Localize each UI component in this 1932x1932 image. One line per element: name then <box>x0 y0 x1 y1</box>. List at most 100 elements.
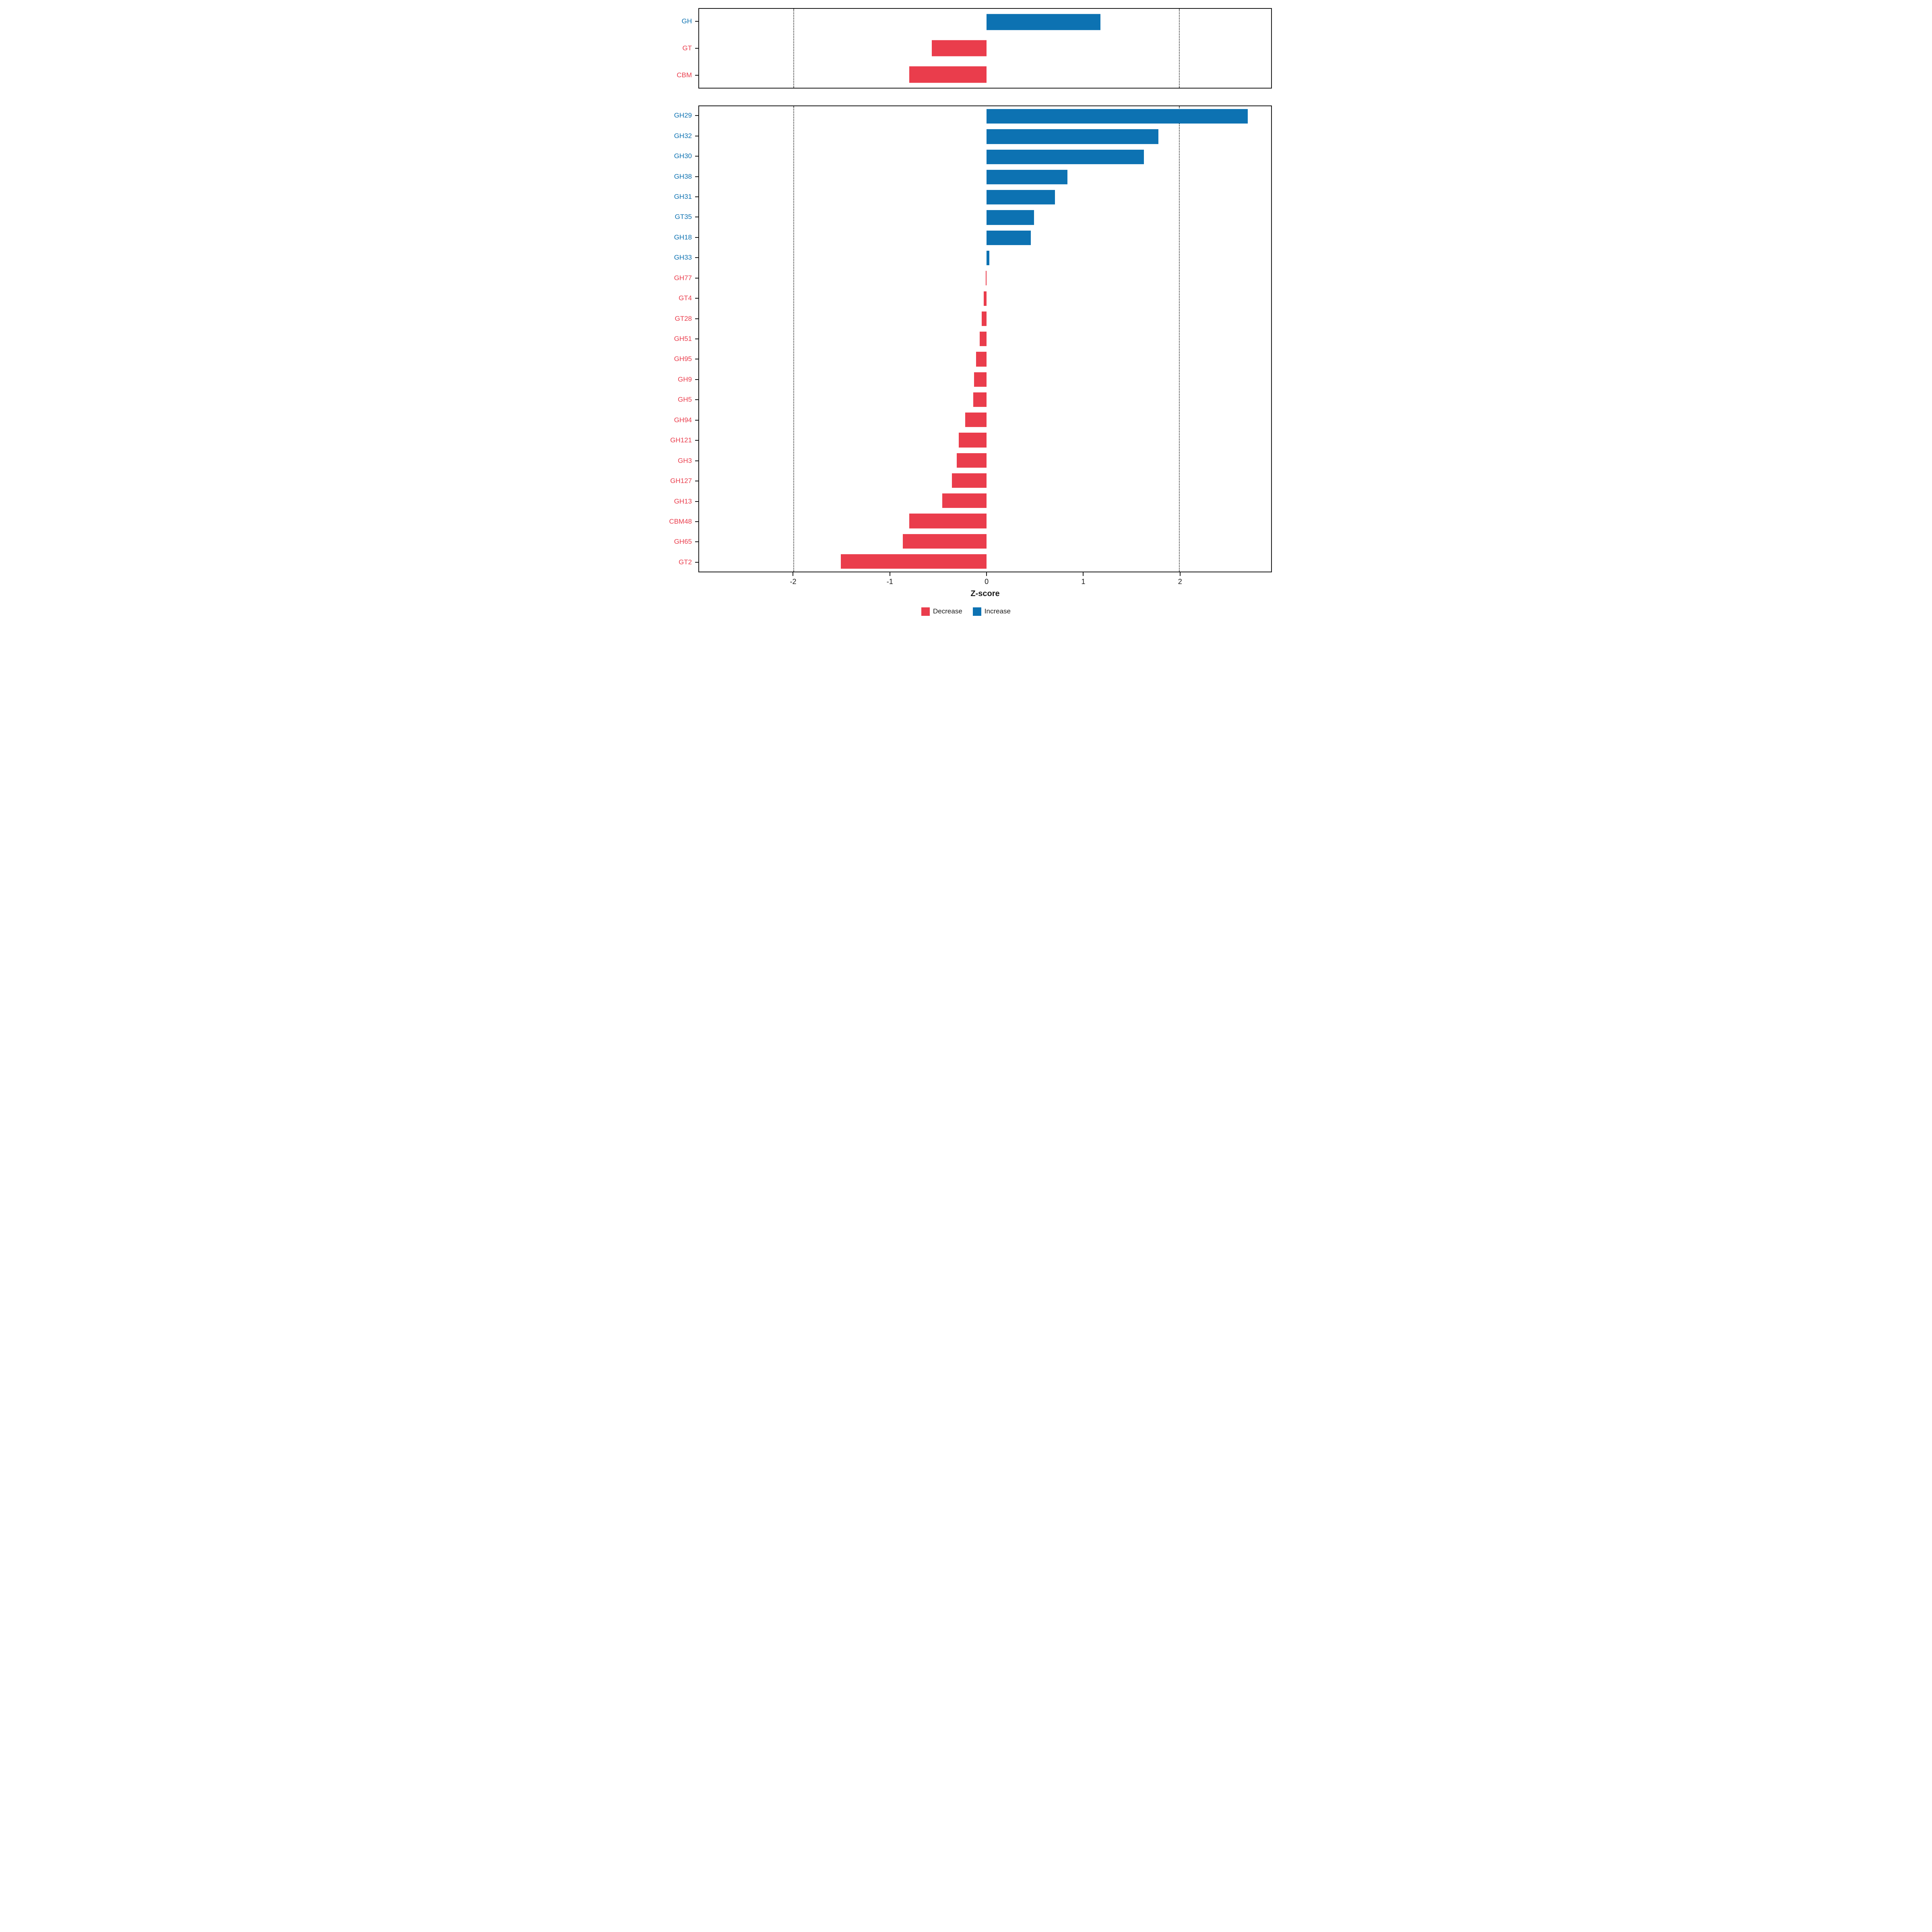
y-axis-label: GH13 <box>660 491 698 511</box>
legend-item: Increase <box>972 607 1011 616</box>
legend-swatch-increase <box>972 607 981 616</box>
bar <box>987 250 990 266</box>
panel-summary: GH GT CBM <box>660 8 1272 89</box>
bar <box>973 392 987 407</box>
y-axis-label: GH94 <box>660 410 698 430</box>
y-axis-label: GH127 <box>660 471 698 491</box>
x-tick-label: -1 <box>886 578 893 586</box>
bar <box>987 190 1055 205</box>
legend-label: Decrease <box>933 607 962 615</box>
bar-row <box>699 248 1271 268</box>
y-axis-label: GH18 <box>660 227 698 248</box>
y-axis-label: GH30 <box>660 146 698 166</box>
y-axis-label: CBM48 <box>660 512 698 532</box>
x-tick-label: 1 <box>1081 578 1086 586</box>
bar-row <box>699 126 1271 147</box>
y-axis-label: GT4 <box>660 288 698 308</box>
figure: GH GT CBM GH29 GH32 GH30 GH38 GH31 GT35 GH18 GH33… <box>656 0 1276 625</box>
gridline <box>793 106 794 572</box>
legend: Decrease Increase <box>660 602 1272 621</box>
y-axis-label: GH32 <box>660 126 698 146</box>
x-tick-label: -2 <box>790 578 797 586</box>
bar <box>909 66 987 83</box>
y-axis-labels-detail: GH29 GH32 GH30 GH38 GH31 GT35 GH18 GH33 GH77 GT4 G… <box>660 105 698 572</box>
bar <box>987 14 1100 30</box>
bar-row <box>699 390 1271 410</box>
y-axis-label: GH29 <box>660 105 698 126</box>
bar <box>956 453 987 468</box>
bar-row <box>699 511 1271 531</box>
x-tick-label: 2 <box>1178 578 1182 586</box>
bar <box>931 40 987 57</box>
y-axis-label: GH77 <box>660 268 698 288</box>
bar-row <box>699 268 1271 288</box>
y-axis-label: GH51 <box>660 329 698 349</box>
bar <box>974 372 987 387</box>
bar <box>985 271 987 286</box>
legend-label: Increase <box>984 607 1011 615</box>
bar <box>983 291 987 306</box>
bar-row <box>699 187 1271 207</box>
bar-row <box>699 207 1271 227</box>
bar <box>952 473 987 488</box>
bar <box>987 149 1144 164</box>
bar-row <box>699 491 1271 511</box>
x-axis-title: Z-score <box>970 589 1000 598</box>
bar-row <box>699 309 1271 329</box>
bar-row <box>699 9 1271 35</box>
legend-swatch-decrease <box>921 607 930 616</box>
plot-area-detail <box>698 105 1272 572</box>
bar <box>942 493 987 508</box>
plot-area-summary <box>698 8 1272 89</box>
y-axis-label: GH95 <box>660 349 698 369</box>
x-tick <box>986 572 987 576</box>
y-axis-label: GH <box>660 8 698 35</box>
bar-row <box>699 228 1271 248</box>
panel-detail: GH29 GH32 GH30 GH38 GH31 GT35 GH18 GH33 GH77 GT4 G… <box>660 105 1272 572</box>
y-axis-label: GH9 <box>660 369 698 390</box>
x-tick-label: 0 <box>985 578 989 586</box>
panel-gap <box>660 89 1272 105</box>
bar <box>980 331 987 347</box>
gridline <box>1179 9 1180 88</box>
x-axis: -2 -1 0 1 2 <box>698 572 1272 589</box>
bar-row <box>699 106 1271 126</box>
bar-row <box>699 450 1271 471</box>
bar <box>909 514 987 528</box>
gridline <box>1179 106 1180 572</box>
bar <box>958 433 987 448</box>
x-tick <box>1179 572 1181 576</box>
bar-row <box>699 62 1271 88</box>
y-axis-label: GH38 <box>660 166 698 186</box>
bar <box>965 413 987 427</box>
bar <box>841 554 987 569</box>
y-axis-label: GH31 <box>660 187 698 207</box>
bar-row <box>699 430 1271 450</box>
bar-row <box>699 349 1271 369</box>
y-axis-label: GH33 <box>660 248 698 268</box>
y-axis-label: GT35 <box>660 207 698 227</box>
bar-row <box>699 147 1271 167</box>
gridline <box>793 9 794 88</box>
bar-row <box>699 35 1271 61</box>
y-axis-label: GT28 <box>660 308 698 328</box>
bar-row <box>699 531 1271 551</box>
y-axis-label: GH121 <box>660 430 698 450</box>
bar <box>987 230 1031 245</box>
bar-row <box>699 167 1271 187</box>
x-tick <box>1083 572 1084 576</box>
bar-row <box>699 471 1271 491</box>
bar <box>987 210 1034 225</box>
bar <box>902 534 987 549</box>
bar <box>976 352 987 367</box>
legend-item: Decrease <box>921 607 962 616</box>
bar-row <box>699 288 1271 308</box>
y-axis-label: CBM <box>660 62 698 89</box>
bar-row <box>699 410 1271 430</box>
y-axis-labels-summary: GH GT CBM <box>660 8 698 89</box>
bar <box>987 169 1068 185</box>
y-axis-label: GH3 <box>660 450 698 471</box>
y-axis-label: GT <box>660 35 698 62</box>
y-axis-label: GH65 <box>660 532 698 552</box>
y-axis-label: GH5 <box>660 390 698 410</box>
